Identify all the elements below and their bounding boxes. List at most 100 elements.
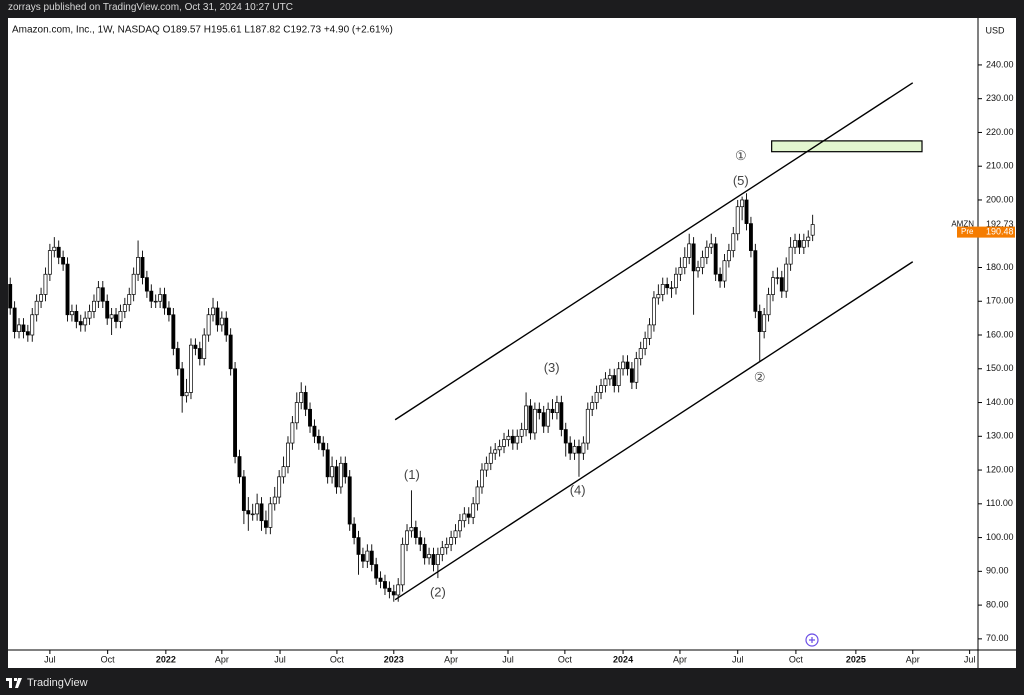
x-tick-label: 2024 xyxy=(613,654,633,664)
y-tick-label: 130.00 xyxy=(986,431,1014,441)
candle-body xyxy=(656,294,661,299)
candle-body xyxy=(83,317,88,326)
candle-body xyxy=(457,520,462,532)
candle-body xyxy=(246,510,251,515)
candle-body xyxy=(427,554,432,559)
candle-body xyxy=(502,439,506,447)
candle-body xyxy=(312,425,317,437)
candle-body xyxy=(391,591,396,596)
candle-body xyxy=(493,449,498,454)
candle-body xyxy=(39,294,44,302)
candle-body xyxy=(563,429,568,444)
target-zone xyxy=(771,140,923,153)
candle-body xyxy=(325,449,330,478)
candle-body xyxy=(34,300,39,316)
candle-body xyxy=(713,243,718,275)
brand: TradingView xyxy=(27,677,88,689)
candle-body xyxy=(651,297,656,326)
candle-body xyxy=(61,257,66,265)
candle-body xyxy=(462,513,467,522)
x-tick-label: Oct xyxy=(101,654,116,664)
wave-label: (4) xyxy=(570,482,586,497)
candle-body xyxy=(105,300,110,319)
candle-body xyxy=(268,503,273,528)
candle-body xyxy=(568,442,573,454)
candle-body xyxy=(484,462,489,471)
y-tick-label: 150.00 xyxy=(986,363,1014,373)
candle-body xyxy=(65,263,70,316)
wave-label: ② xyxy=(754,369,766,384)
candle-body xyxy=(131,273,136,295)
candle-body xyxy=(753,250,758,312)
symbol-header: Amazon.com, Inc., 1W, NASDAQ O189.57 H19… xyxy=(12,25,393,36)
candle-body xyxy=(643,338,648,349)
candle-body xyxy=(144,277,149,292)
candle-body xyxy=(17,324,21,332)
candle-body xyxy=(528,405,533,434)
candle-body xyxy=(303,392,308,410)
candle-body xyxy=(559,402,564,430)
candle-body xyxy=(153,300,158,303)
candle-body xyxy=(550,408,555,414)
candle-body xyxy=(383,581,387,589)
candle-body xyxy=(435,554,440,565)
candle-body xyxy=(629,368,634,383)
candle-body xyxy=(74,311,79,322)
candle-body xyxy=(621,361,626,370)
candle-body xyxy=(56,246,61,258)
plot-area: (1) (2) (3) (4) (5) ① ② xyxy=(8,82,923,602)
candle-body xyxy=(281,466,286,478)
candle-body xyxy=(114,314,118,322)
candle-body xyxy=(510,435,515,444)
add-icon-plus xyxy=(809,637,815,643)
candle-body xyxy=(806,236,811,241)
y-tick-label: 100.00 xyxy=(986,532,1014,542)
y-tick-label: 200.00 xyxy=(986,194,1014,204)
candle-body xyxy=(255,503,260,515)
y-tick-label: 170.00 xyxy=(986,296,1014,306)
y-tick-label: 140.00 xyxy=(986,397,1014,407)
candle-body xyxy=(779,277,784,292)
candle-body xyxy=(277,476,282,498)
candle-body xyxy=(422,543,427,559)
candle-body xyxy=(286,442,290,468)
candle-body xyxy=(316,435,321,444)
candle-body xyxy=(762,314,767,332)
x-tick-label: Jul xyxy=(732,654,744,664)
candle-body xyxy=(294,402,299,424)
candle-body xyxy=(228,334,233,370)
candle-body xyxy=(180,368,185,397)
candle-body xyxy=(594,392,599,403)
y-tick-label: 240.00 xyxy=(986,59,1014,69)
x-tick-label: 2025 xyxy=(846,654,866,664)
candle-body xyxy=(726,250,731,262)
candle-body xyxy=(696,267,700,272)
last-price: 192.73 xyxy=(986,219,1014,229)
candle-body xyxy=(241,476,246,511)
candle-body xyxy=(480,469,484,488)
candle-body xyxy=(347,476,352,525)
candle-body xyxy=(211,307,215,316)
candle-body xyxy=(669,287,674,289)
candle-body xyxy=(497,446,502,451)
x-tick-label: Jul xyxy=(44,654,56,664)
candle-body xyxy=(519,429,524,437)
candle-body xyxy=(766,294,771,316)
add-icon[interactable] xyxy=(805,633,819,647)
candle-body xyxy=(118,311,123,322)
candle-body xyxy=(219,317,224,326)
candle-body xyxy=(378,577,383,582)
candle-body xyxy=(660,284,665,295)
candle-body xyxy=(581,442,586,454)
x-tick-label: 2023 xyxy=(384,654,404,664)
candle-body xyxy=(290,422,295,444)
candle-body xyxy=(722,260,727,282)
candle-body xyxy=(524,405,529,430)
x-tick-label: Apr xyxy=(444,654,458,664)
candle-body xyxy=(740,199,745,208)
candle-body xyxy=(352,523,357,538)
candle-body xyxy=(202,334,207,359)
candle-body xyxy=(365,550,370,562)
candle-body xyxy=(793,240,797,248)
